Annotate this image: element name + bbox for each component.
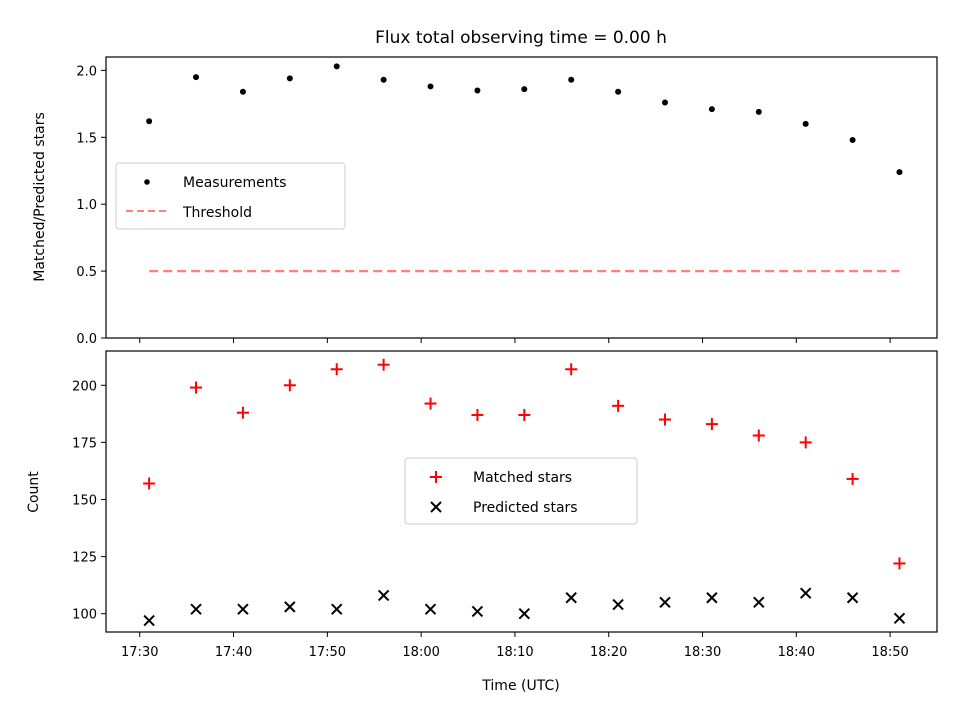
legend-predicted-marker bbox=[430, 501, 442, 513]
measurement-point bbox=[239, 88, 246, 95]
matched-star-point bbox=[518, 408, 531, 421]
x-tick-label: 18:00 bbox=[402, 645, 439, 660]
measurement-point bbox=[568, 76, 575, 83]
predicted-star-point bbox=[331, 603, 343, 615]
legend-matched-marker bbox=[430, 471, 442, 483]
predicted-star-point bbox=[799, 587, 812, 599]
measurement-point bbox=[802, 120, 809, 127]
predicted-star-point bbox=[471, 605, 484, 618]
chart-title: Flux total observing time = 0.00 h bbox=[375, 28, 667, 48]
predicted-star-point bbox=[706, 592, 718, 604]
predicted-star-point bbox=[424, 603, 437, 615]
matched-star-point bbox=[330, 363, 343, 376]
measurement-point bbox=[427, 83, 434, 90]
measurement-point bbox=[333, 63, 340, 70]
predicted-star-point bbox=[143, 614, 155, 627]
top-y-tick-label: 1.5 bbox=[76, 131, 97, 146]
predicted-star-point bbox=[612, 598, 624, 611]
top-x-axis-ticks bbox=[139, 338, 891, 343]
predicted-star-point bbox=[753, 596, 765, 609]
matched-star-point bbox=[424, 397, 437, 410]
measurement-point bbox=[755, 108, 762, 115]
bottom-plot-frame bbox=[105, 350, 938, 633]
matched-star-point bbox=[565, 363, 578, 376]
bottom-y-tick-label: 125 bbox=[72, 551, 97, 566]
matched-star-point bbox=[846, 472, 859, 485]
x-tick-label: 18:10 bbox=[496, 645, 533, 660]
bottom-x-axis-ticks: 17:30 17:40 17:50 18:00 18:10 18:20 18:30 18:40… bbox=[121, 632, 909, 660]
predicted-star-point bbox=[565, 592, 577, 604]
bottom-legend-box bbox=[404, 457, 638, 525]
matched-star-point bbox=[190, 381, 203, 394]
top-y-tick-label: 2.0 bbox=[76, 64, 97, 79]
measurement-point bbox=[380, 76, 387, 83]
top-legend: Measurements Threshold bbox=[115, 162, 346, 230]
bottom-y-axis-label: Count bbox=[26, 471, 42, 513]
measurement-point bbox=[708, 106, 715, 113]
matched-star-point bbox=[893, 557, 906, 570]
matched-star-point bbox=[283, 379, 296, 392]
measurement-point bbox=[521, 86, 528, 93]
predicted-star-point bbox=[237, 603, 249, 615]
x-axis-label: Time (UTC) bbox=[481, 678, 559, 694]
predicted-star-point bbox=[284, 601, 296, 613]
legend-predicted-label: Predicted stars bbox=[473, 500, 578, 516]
predicted-star-point bbox=[518, 608, 531, 620]
measurements-series bbox=[146, 63, 903, 176]
legend-threshold-label: Threshold bbox=[182, 205, 252, 221]
matched-star-point bbox=[612, 399, 625, 412]
legend-matched-label: Matched stars bbox=[473, 470, 572, 486]
matched-stars-series bbox=[143, 358, 906, 570]
measurement-point bbox=[615, 88, 622, 95]
predicted-star-point bbox=[659, 596, 671, 609]
x-tick-label: 18:40 bbox=[778, 645, 815, 660]
legend-measurements-label: Measurements bbox=[183, 175, 286, 191]
measurement-point bbox=[662, 99, 669, 106]
measurement-point bbox=[146, 118, 153, 125]
bottom-y-tick-label: 200 bbox=[72, 379, 97, 394]
top-plot-frame bbox=[105, 56, 938, 339]
matched-star-point bbox=[377, 358, 390, 371]
x-tick-label: 18:30 bbox=[684, 645, 721, 660]
matched-star-point bbox=[752, 429, 765, 442]
top-legend-box bbox=[115, 162, 346, 230]
predicted-stars-series bbox=[143, 587, 906, 627]
matched-star-point bbox=[236, 406, 249, 419]
predicted-star-point bbox=[893, 612, 906, 624]
predicted-star-point bbox=[377, 589, 390, 602]
matched-star-point bbox=[471, 408, 484, 421]
top-y-axis-label: Matched/Predicted stars bbox=[32, 112, 48, 282]
top-y-tick-label: 1.0 bbox=[76, 198, 97, 213]
matched-star-point bbox=[659, 413, 672, 426]
predicted-star-point bbox=[190, 603, 202, 615]
matched-star-point bbox=[705, 418, 718, 431]
top-y-tick-label: 0.0 bbox=[76, 332, 97, 347]
measurement-point bbox=[286, 75, 293, 82]
bottom-y-axis-ticks: 100 125 150 175 200 bbox=[72, 379, 106, 623]
bottom-y-tick-label: 175 bbox=[72, 436, 97, 451]
bottom-y-tick-label: 100 bbox=[72, 608, 97, 623]
x-tick-label: 17:30 bbox=[121, 645, 158, 660]
legend-measurements-marker bbox=[144, 179, 150, 185]
measurement-point bbox=[896, 169, 903, 176]
measurement-point bbox=[849, 136, 856, 143]
x-tick-label: 18:50 bbox=[871, 645, 908, 660]
top-y-tick-label: 0.5 bbox=[76, 265, 97, 280]
bottom-y-tick-label: 150 bbox=[72, 493, 97, 508]
x-tick-label: 17:50 bbox=[309, 645, 346, 660]
bottom-panel: 100 125 150 175 200 17:30 17:40 17:50 18:00 18:1… bbox=[26, 350, 938, 694]
top-panel: Flux total observing time = 0.00 h 0.00.… bbox=[32, 28, 938, 347]
top-y-axis-ticks: 0.0 0.5 1.0 1.5 2.0 bbox=[76, 64, 106, 347]
measurement-point bbox=[474, 87, 481, 94]
bottom-legend: Matched stars Predicted stars bbox=[404, 457, 638, 525]
measurement-point bbox=[193, 74, 200, 81]
matched-star-point bbox=[143, 477, 156, 490]
matched-star-point bbox=[799, 436, 812, 449]
x-tick-label: 18:20 bbox=[590, 645, 627, 660]
x-tick-label: 17:40 bbox=[215, 645, 252, 660]
predicted-star-point bbox=[846, 592, 859, 604]
